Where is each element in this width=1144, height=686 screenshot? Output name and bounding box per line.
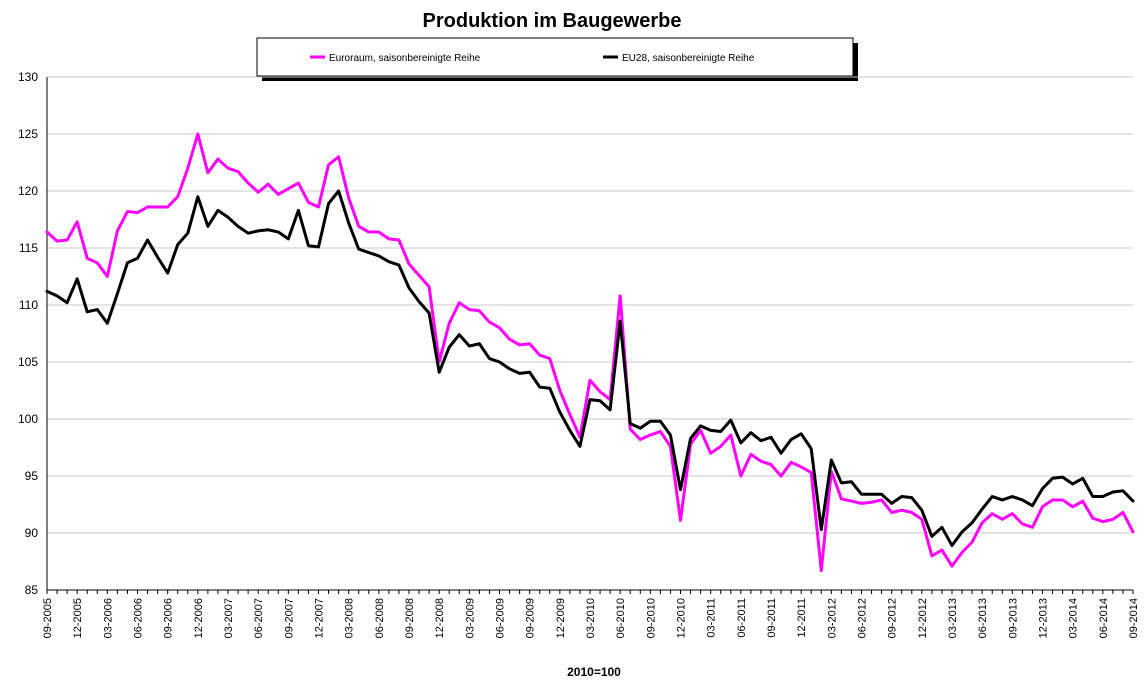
x-tick-label: 03-2006	[102, 598, 114, 638]
grid	[47, 76, 1133, 591]
y-tick-label: 110	[19, 298, 38, 312]
y-tick-label: 90	[25, 526, 39, 540]
x-tick-label: 12-2011	[796, 598, 808, 638]
x-tick-label: 03-2012	[826, 598, 838, 638]
x-tick-label: 03-2008	[344, 598, 356, 638]
y-tick-label: 105	[18, 355, 38, 369]
x-tick-label: 06-2007	[253, 598, 265, 638]
x-tick-label: 03-2011	[706, 598, 718, 638]
x-tick-label: 03-2010	[585, 598, 597, 638]
x-tick-label: 09-2011	[766, 598, 778, 638]
x-tick-label: 09-2012	[887, 598, 899, 638]
x-tick-label: 03-2009	[464, 598, 476, 638]
legend-box	[256, 37, 854, 77]
x-tick-label: 06-2009	[495, 598, 507, 638]
y-tick-label: 85	[25, 583, 39, 597]
y-tick-label: 95	[25, 469, 39, 483]
x-tick-label: 12-2006	[193, 598, 205, 638]
x-tick-label: 09-2013	[1007, 598, 1019, 638]
x-tick-label: 06-2011	[736, 598, 748, 638]
x-tick-label: 12-2009	[555, 598, 567, 638]
x-tick-label: 03-2014	[1068, 598, 1080, 638]
y-tick-label: 100	[18, 412, 38, 426]
x-tick-label: 12-2005	[72, 598, 84, 638]
x-tick-label: 09-2006	[163, 598, 175, 638]
series-line-eu28	[45, 189, 1135, 548]
x-tick-label: 12-2008	[434, 598, 446, 638]
y-tick-label: 115	[19, 241, 38, 255]
x-tick-label: 03-2013	[947, 598, 959, 638]
series-line-euroraum	[45, 132, 1135, 573]
y-tick-label: 130	[18, 70, 38, 84]
x-tick-label: 12-2010	[676, 598, 688, 638]
x-tick-label: 09-2005	[42, 598, 54, 638]
y-tick-labels: 130 125 120 115 110 105 100 95 90 85	[18, 70, 38, 597]
x-tick-label: 12-2007	[314, 598, 326, 638]
x-tick-label: 12-2012	[917, 598, 929, 638]
y-tick-label: 125	[18, 127, 38, 141]
x-tick-label: 06-2013	[977, 598, 989, 638]
x-tick-label: 09-2010	[645, 598, 657, 638]
x-tick-label: 06-2008	[374, 598, 386, 638]
series	[45, 132, 1135, 573]
x-tick-label: 12-2013	[1038, 598, 1050, 638]
y-tick-label: 120	[18, 184, 38, 198]
x-tick-label: 09-2007	[283, 598, 295, 638]
axes	[46, 77, 1134, 594]
x-tick-label: 06-2010	[615, 598, 627, 638]
x-tick-label: 06-2012	[857, 598, 869, 638]
x-tick-label: 06-2006	[133, 598, 145, 638]
legend-label-eu28: EU28, saisonbereinigte Reihe	[622, 53, 755, 64]
x-axis-label: 2010=100	[567, 665, 621, 679]
chart-title: Produktion im Baugewerbe	[423, 10, 682, 32]
legend-label-euroraum: Euroraum, saisonbereinigte Reihe	[329, 53, 481, 64]
x-tick-label: 09-2014	[1128, 598, 1140, 638]
x-tick-label: 06-2014	[1098, 598, 1110, 638]
legend: Euroraum, saisonbereinigte Reihe EU28, s…	[256, 37, 858, 81]
x-tick-label: 09-2009	[525, 598, 537, 638]
x-tick-label: 09-2008	[404, 598, 416, 638]
x-tick-labels: 09-2005 12-2005 03-2006 06-2006 09-2006 12-20…	[42, 598, 1140, 638]
x-tick-label: 03-2007	[223, 598, 235, 638]
